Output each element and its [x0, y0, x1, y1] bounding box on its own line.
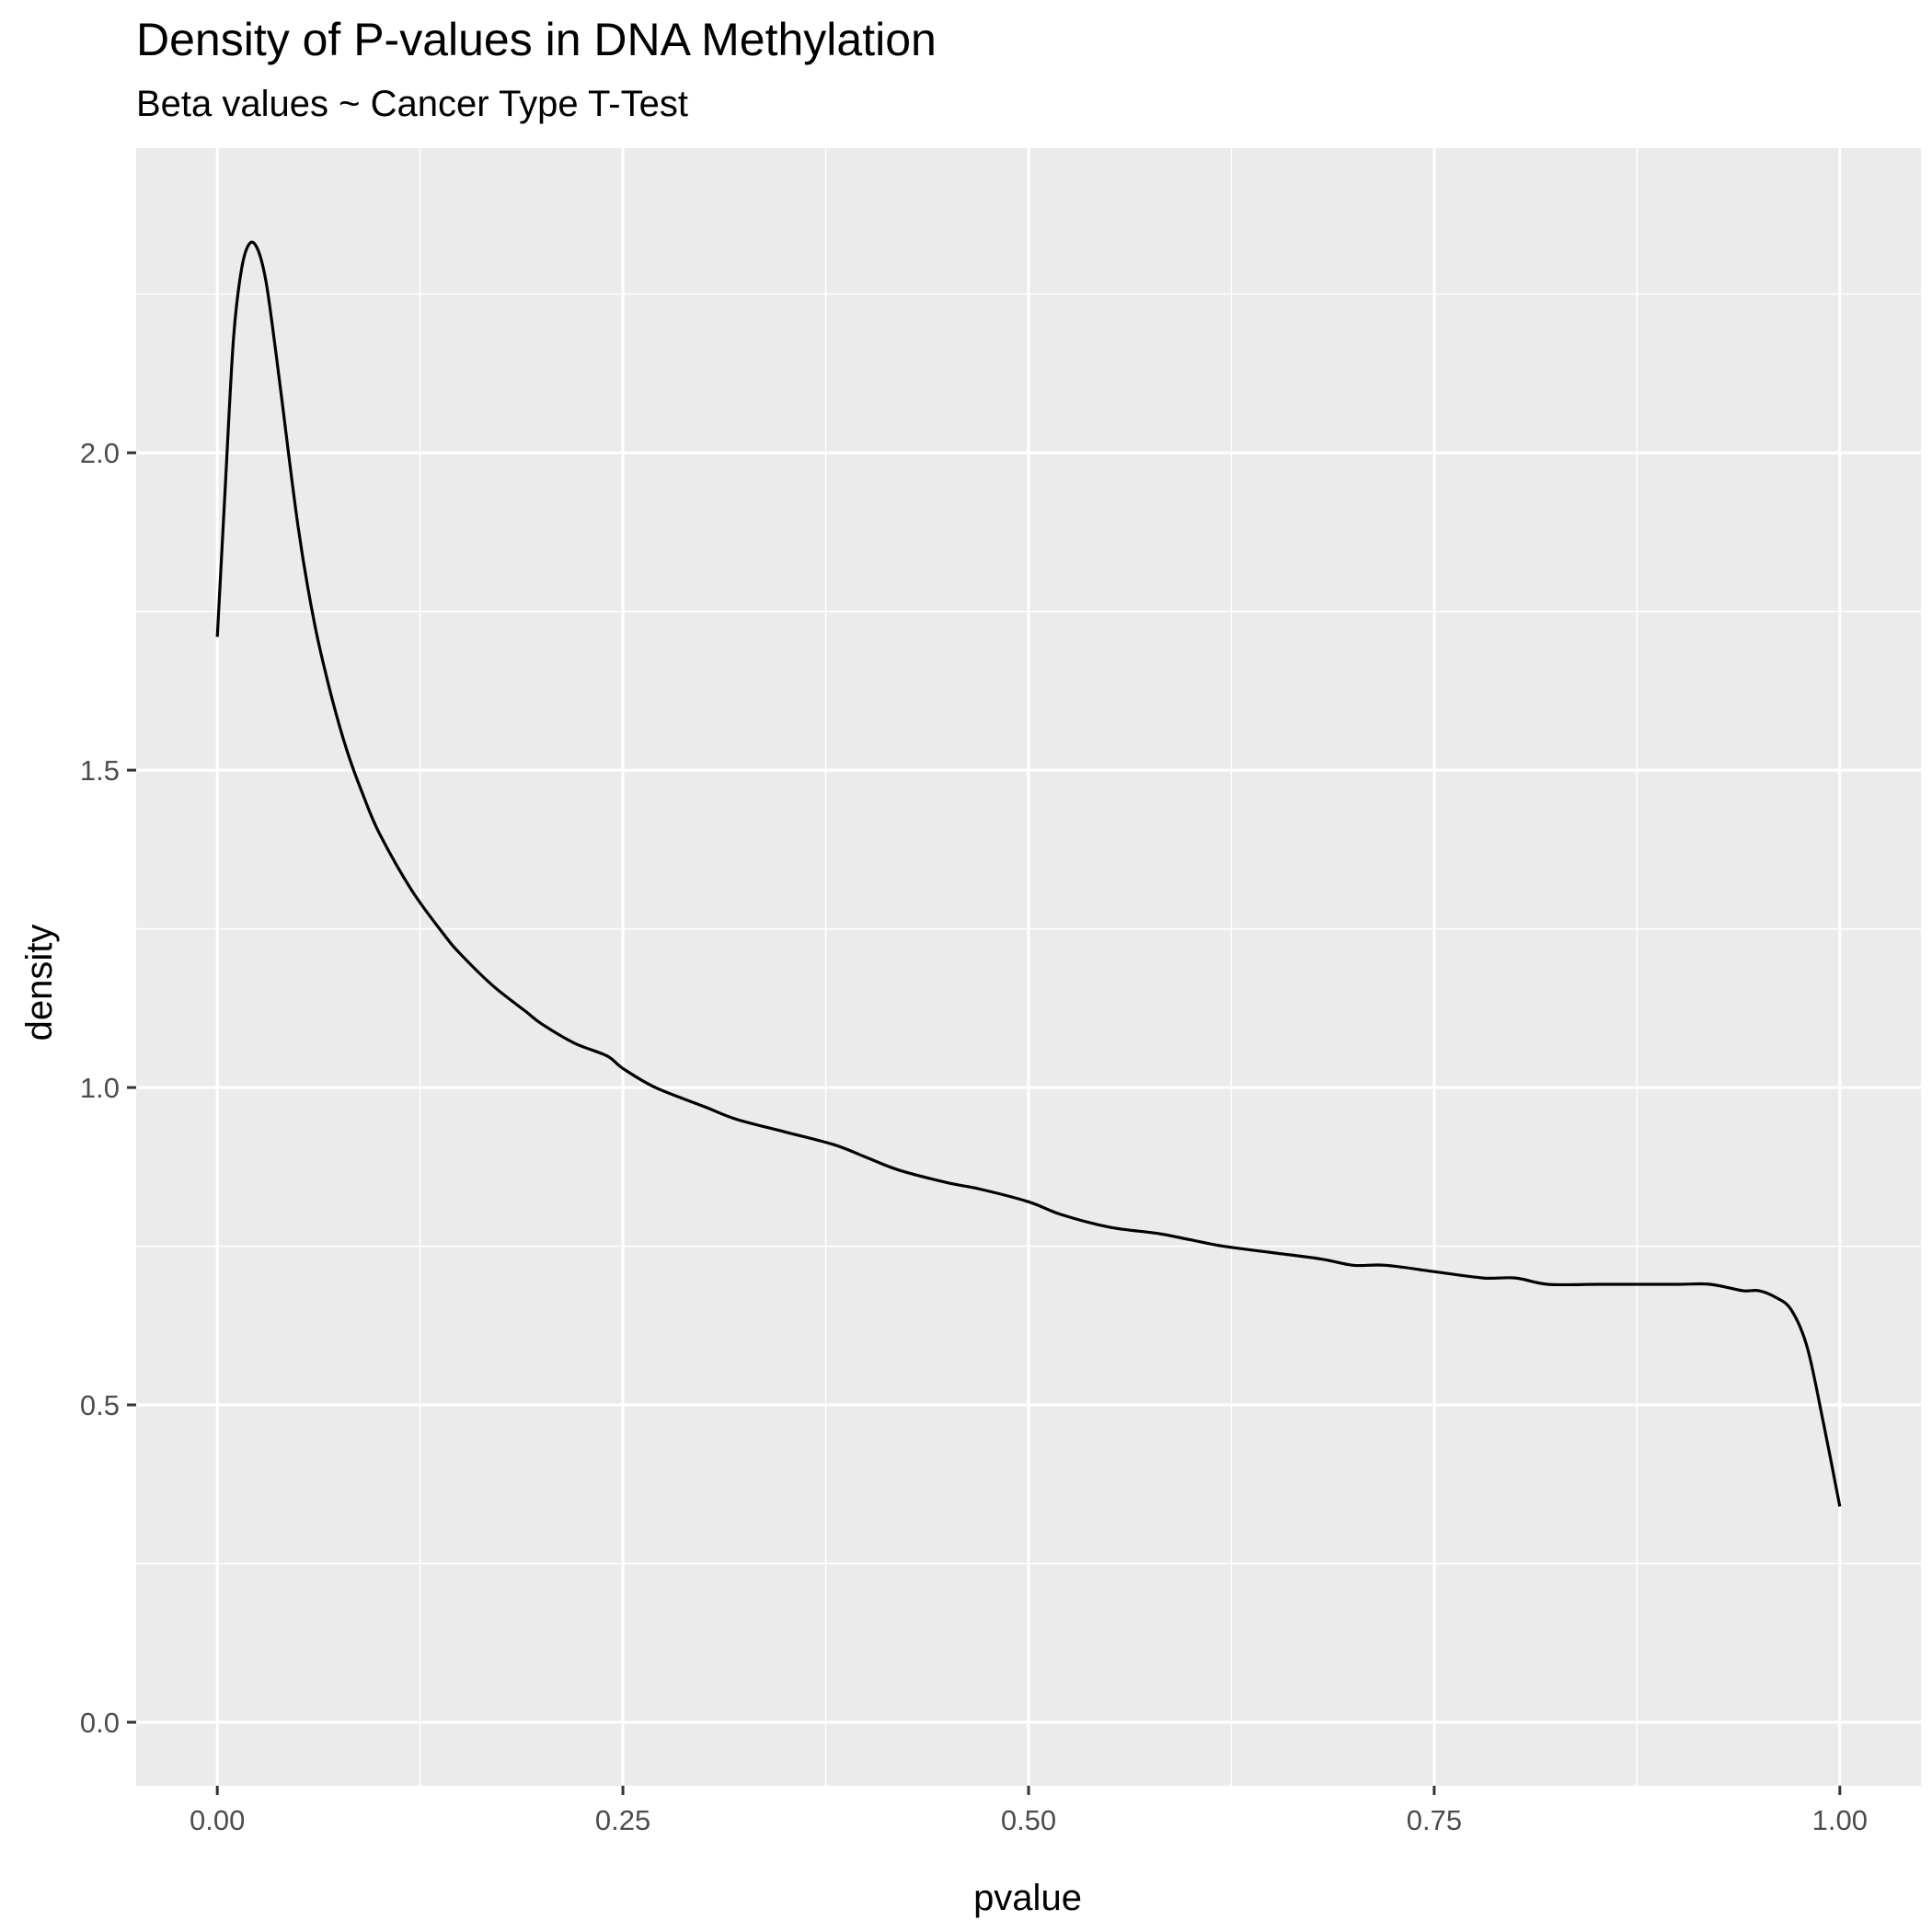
y-tick-label: 1.5 — [80, 754, 120, 787]
x-tick-label: 0.25 — [595, 1804, 650, 1836]
y-tick-label: 0.5 — [80, 1389, 120, 1421]
y-tick-label: 0.0 — [80, 1707, 120, 1739]
x-tick-label: 0.00 — [190, 1804, 245, 1836]
x-tick-label: 0.50 — [1001, 1804, 1056, 1836]
major-gridlines — [136, 148, 1921, 1786]
density-curve — [215, 240, 1842, 1507]
chart-title: Density of P-values in DNA Methylation — [136, 14, 937, 65]
x-axis: 0.00 0.25 0.50 0.75 1.00 — [190, 1786, 1868, 1836]
y-axis: 0.0 0.5 1.0 1.5 2.0 — [80, 437, 136, 1739]
y-tick-label: 2.0 — [80, 437, 120, 469]
x-tick-label: 1.00 — [1812, 1804, 1868, 1836]
x-axis-title: pvalue — [973, 1878, 1082, 1918]
chart-subtitle: Beta values ~ Cancer Type T-Test — [136, 84, 688, 124]
y-axis-title: density — [19, 925, 60, 1041]
x-tick-label: 0.75 — [1407, 1804, 1462, 1836]
y-tick-label: 1.0 — [80, 1072, 120, 1104]
